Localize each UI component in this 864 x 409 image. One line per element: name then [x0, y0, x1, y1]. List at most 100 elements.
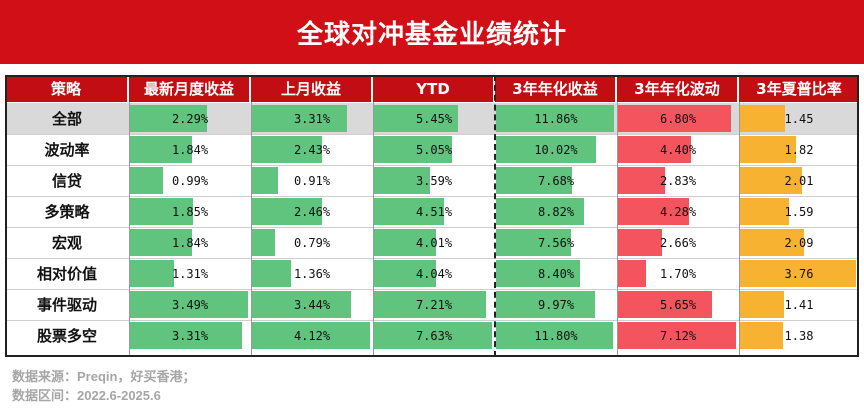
bar-ytd: [374, 260, 436, 287]
column-divider: [739, 102, 740, 357]
bar-last-month: [252, 322, 370, 349]
table-row: 相对价值 1.31% 1.36% 4.04% 8.40% 1.70% 3.76: [5, 258, 859, 289]
cell-3y-volatility: 4.40%: [617, 134, 739, 165]
cell-last-month: 1.36%: [251, 258, 373, 289]
strategy-name: 波动率: [44, 141, 90, 159]
row-divider: [5, 196, 859, 197]
value-label: 0.91%: [293, 173, 331, 188]
value-label: 11.80%: [534, 328, 578, 343]
strategy-name: 全部: [51, 110, 82, 128]
cell-ytd: 5.05%: [373, 134, 495, 165]
value-label: 7.68%: [537, 173, 575, 188]
bar-ytd: [374, 291, 486, 318]
value-label: 3.76: [784, 266, 814, 281]
bar-3y-volatility: [618, 136, 691, 163]
value-label: 7.21%: [415, 297, 453, 312]
strategy-name: 相对价值: [36, 265, 97, 283]
cell-latest-month: 2.29%: [129, 103, 251, 134]
cell-3y-volatility: 5.65%: [617, 289, 739, 320]
cell-ytd: 4.51%: [373, 196, 495, 227]
bar-latest-month: [130, 105, 207, 132]
bar-ytd: [374, 136, 452, 163]
value-label: 2.09: [784, 235, 814, 250]
value-label: 2.83%: [659, 173, 697, 188]
cell-latest-month: 3.31%: [129, 320, 251, 351]
column-divider: [129, 102, 130, 357]
cell-last-month: 3.44%: [251, 289, 373, 320]
value-label: 8.82%: [537, 204, 575, 219]
bar-3y-return: [496, 260, 580, 287]
header-3y-volatility: 3年年化波动: [617, 75, 739, 102]
cell-ytd: 7.63%: [373, 320, 495, 351]
cell-3y-sharpe: 1.82: [739, 134, 859, 165]
cell-ytd: 5.45%: [373, 103, 495, 134]
cell-3y-volatility: 6.80%: [617, 103, 739, 134]
cell-3y-return: 7.68%: [495, 165, 617, 196]
bar-3y-sharpe: [740, 229, 804, 256]
value-label: 3.31%: [293, 111, 331, 126]
value-label: 3.49%: [171, 297, 209, 312]
value-label: 1.84%: [171, 142, 209, 157]
value-label: 7.12%: [659, 328, 697, 343]
value-label: 4.51%: [415, 204, 453, 219]
header-ytd: YTD: [373, 75, 495, 102]
value-label: 1.85%: [171, 204, 209, 219]
value-label: 1.41: [784, 297, 814, 312]
bar-3y-return: [496, 229, 571, 256]
value-label: 4.28%: [659, 204, 697, 219]
value-label: 1.38: [784, 328, 814, 343]
header-latest-month: 最新月度收益: [129, 75, 251, 102]
header-strategy: 策略: [5, 75, 129, 102]
cell-3y-volatility: 2.66%: [617, 227, 739, 258]
table-row: 宏观 1.84% 0.79% 4.01% 7.56% 2.66% 2.09: [5, 227, 859, 258]
row-divider: [5, 320, 859, 321]
bar-3y-return: [496, 322, 613, 349]
data-source: 数据来源：Preqin，好买香港；: [12, 369, 196, 384]
cell-3y-sharpe: 1.45: [739, 103, 859, 134]
cell-last-month: 3.31%: [251, 103, 373, 134]
cell-3y-volatility: 2.83%: [617, 165, 739, 196]
header-last-month: 上月收益: [251, 75, 373, 102]
table-row: 事件驱动 3.49% 3.44% 7.21% 9.97% 5.65% 1.41: [5, 289, 859, 320]
bar-3y-sharpe: [740, 260, 856, 287]
title-banner: 全球对冲基金业绩统计: [0, 0, 864, 64]
bar-last-month: [252, 229, 275, 256]
row-divider: [5, 165, 859, 166]
cell-3y-sharpe: 3.76: [739, 258, 859, 289]
value-label: 2.01: [784, 173, 814, 188]
table-row: 股票多空 3.31% 4.12% 7.63% 11.80% 7.12% 1.38: [5, 320, 859, 351]
cell-latest-month: 3.49%: [129, 289, 251, 320]
cell-3y-return: 8.40%: [495, 258, 617, 289]
cell-3y-sharpe: 1.38: [739, 320, 859, 351]
value-label: 0.99%: [171, 173, 209, 188]
value-label: 1.59: [784, 204, 814, 219]
bar-latest-month: [130, 136, 192, 163]
bar-3y-volatility: [618, 198, 689, 225]
bar-latest-month: [130, 322, 242, 349]
strategy-name: 宏观: [51, 234, 82, 252]
bar-latest-month: [130, 198, 193, 225]
table-header: 策略 最新月度收益 上月收益 YTD 3年年化收益 3年年化波动 3年夏普比率: [5, 75, 859, 102]
cell-3y-sharpe: 2.09: [739, 227, 859, 258]
bar-last-month: [252, 198, 322, 225]
value-label: 7.56%: [537, 235, 575, 250]
value-label: 2.46%: [293, 204, 331, 219]
column-divider: [373, 102, 374, 357]
value-label: 2.66%: [659, 235, 697, 250]
value-label: 4.12%: [293, 328, 331, 343]
table-row: 多策略 1.85% 2.46% 4.51% 8.82% 4.28% 1.59: [5, 196, 859, 227]
bar-last-month: [252, 105, 347, 132]
value-label: 2.29%: [171, 111, 209, 126]
bar-3y-volatility: [618, 105, 731, 132]
bar-latest-month: [130, 229, 192, 256]
bar-ytd: [374, 322, 492, 349]
value-label: 6.80%: [659, 111, 697, 126]
bar-3y-sharpe: [740, 198, 789, 225]
bar-last-month: [252, 260, 291, 287]
bar-latest-month: [130, 260, 174, 287]
cell-ytd: 3.59%: [373, 165, 495, 196]
value-label: 1.84%: [171, 235, 209, 250]
strategy-name: 信贷: [51, 172, 82, 190]
value-label: 4.01%: [415, 235, 453, 250]
bar-3y-sharpe: [740, 105, 785, 132]
